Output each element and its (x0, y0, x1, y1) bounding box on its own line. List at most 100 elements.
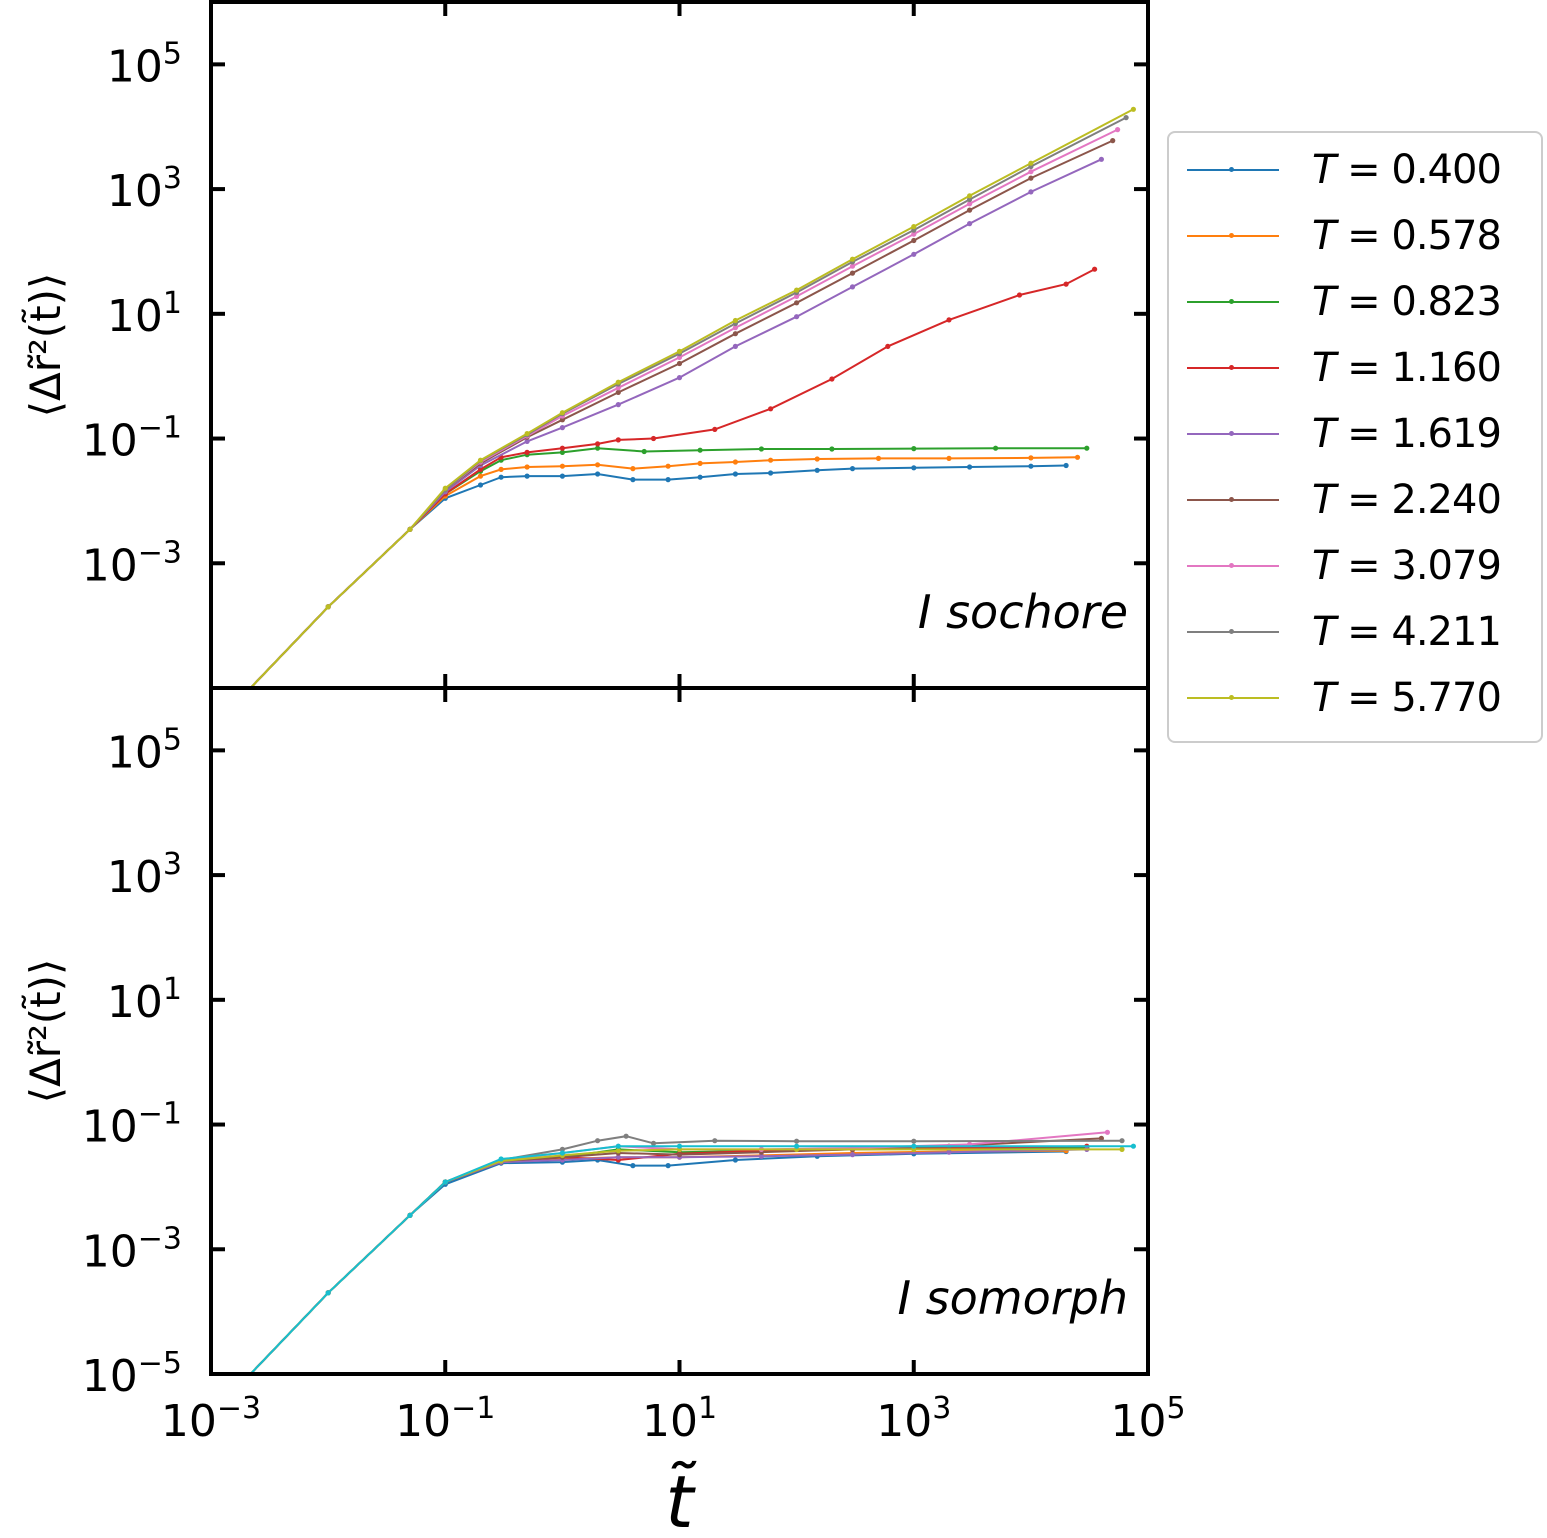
data-point (244, 1376, 249, 1381)
data-point (1130, 1143, 1136, 1149)
data-point (498, 466, 504, 472)
series-line-3 (249, 1145, 1087, 1374)
panel-isomorph: 10−5 10−3 10−1 101 103 105 I somorph ⟨Δr̃²(t̃)⟩ (20, 686, 1150, 1402)
data-point (477, 457, 484, 463)
data-point (1084, 445, 1090, 451)
data-point (1063, 281, 1069, 287)
data-point (244, 1376, 249, 1381)
legend-label: T = 1.619 (1312, 411, 1502, 457)
legend-marker (1229, 563, 1234, 568)
data-point (559, 1150, 566, 1156)
data-point (712, 426, 718, 432)
legend-marker (1229, 233, 1234, 238)
data-point (477, 482, 484, 488)
data-point (849, 263, 856, 269)
data-point (697, 474, 703, 480)
data-point (1063, 462, 1069, 469)
data-point (244, 690, 249, 695)
legend: T = 0.400 T = 0.578 T = 0.823 T = 1.160 T = … (1167, 131, 1543, 743)
legend-item: T = 0.823 (1169, 282, 1541, 322)
series-line-6 (249, 1131, 1108, 1374)
data-point (524, 473, 530, 479)
data-point (967, 193, 973, 199)
y-tick-label: 10−1 (82, 1097, 182, 1153)
data-point (849, 1152, 856, 1158)
data-point (794, 1138, 800, 1144)
legend-item: T = 0.400 (1169, 150, 1541, 190)
legend-marker (1229, 431, 1234, 436)
data-point (244, 1376, 249, 1381)
data-point (665, 477, 671, 483)
data-point (732, 471, 739, 477)
legend-marker (1229, 365, 1234, 370)
data-point (697, 447, 703, 453)
data-point (849, 466, 856, 472)
data-point (559, 425, 566, 431)
legend-marker (1229, 695, 1234, 700)
y-tick-label: 103 (107, 847, 182, 903)
series-line-8 (249, 1148, 1122, 1374)
data-point (794, 293, 800, 299)
data-point (244, 1376, 249, 1381)
y-axis-label: ⟨Δr̃²(t̃)⟩ (20, 273, 70, 418)
data-point (244, 1376, 249, 1381)
data-point (1130, 106, 1136, 112)
legend-label: T = 2.240 (1312, 477, 1502, 523)
data-point (732, 331, 739, 337)
panel-isochore: 10−3 10−1 101 103 105 I sochore ⟨Δr̃²(t̃)⟩ (20, 0, 1150, 695)
data-point (676, 1143, 683, 1149)
data-point (559, 1146, 566, 1152)
data-point (559, 449, 566, 455)
data-point (615, 1154, 621, 1160)
data-point (623, 1133, 629, 1139)
data-point (676, 354, 683, 360)
data-point (615, 1143, 621, 1149)
data-point (911, 231, 917, 237)
data-point (1028, 160, 1034, 166)
data-point (1028, 455, 1034, 461)
x-tick-label: 103 (876, 1391, 951, 1447)
data-point (615, 437, 621, 443)
series-line-7 (249, 1135, 1123, 1374)
data-point (946, 1149, 952, 1155)
data-point (1115, 127, 1121, 133)
data-point (244, 1376, 249, 1381)
legend-item: T = 0.578 (1169, 216, 1541, 256)
data-point (244, 690, 249, 695)
data-point (732, 459, 739, 465)
axes-text: 10−3 10−1 101 103 105 t̃ (161, 1391, 1186, 1538)
data-point (1098, 1135, 1104, 1141)
data-point (524, 438, 530, 444)
data-point (650, 435, 657, 442)
data-point (849, 256, 856, 262)
legend-item: T = 4.211 (1169, 612, 1541, 652)
legend-label: T = 5.770 (1312, 675, 1502, 721)
data-point (665, 463, 671, 469)
y-tick-label: 10−3 (82, 1221, 182, 1277)
series-line-1 (249, 456, 1078, 688)
data-point (524, 464, 530, 470)
data-point (498, 1156, 504, 1162)
data-point (732, 1157, 739, 1163)
data-point (732, 325, 739, 331)
data-point (849, 284, 856, 290)
data-point (325, 604, 331, 610)
y-tick-label: 103 (107, 161, 182, 217)
legend-marker (1229, 167, 1234, 172)
data-point (697, 460, 703, 466)
data-point (559, 473, 566, 479)
data-point (595, 441, 601, 447)
data-point (595, 462, 601, 468)
data-point (615, 379, 621, 385)
data-point (1098, 156, 1104, 162)
data-point (911, 1138, 917, 1144)
data-point (244, 1376, 249, 1381)
data-point (665, 1163, 671, 1169)
legend-marker (1229, 497, 1234, 502)
data-point (244, 690, 249, 695)
data-point (875, 455, 882, 461)
data-point (477, 466, 484, 472)
series-line-2 (249, 447, 1087, 688)
data-point (967, 196, 973, 203)
